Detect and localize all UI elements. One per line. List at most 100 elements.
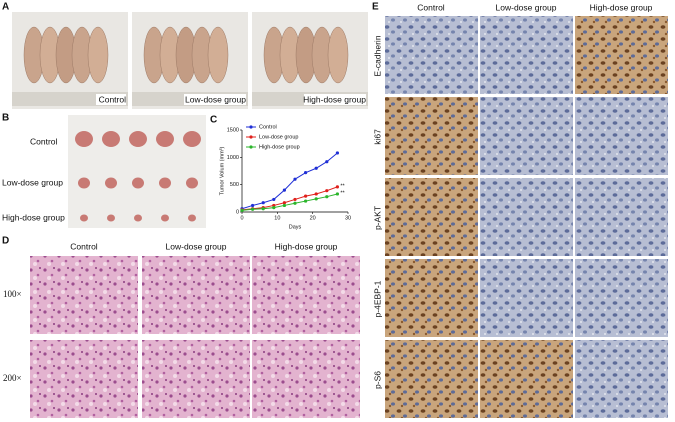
micrograph xyxy=(385,16,478,94)
point xyxy=(272,206,276,210)
panel-label: A xyxy=(2,2,9,13)
mouse xyxy=(327,26,349,84)
x-tick-label: 0 xyxy=(240,215,243,221)
row-label: High-dose group xyxy=(2,212,65,222)
series-line xyxy=(241,152,338,210)
point xyxy=(282,203,286,208)
micrograph xyxy=(385,340,478,418)
micrograph xyxy=(252,256,360,334)
point xyxy=(293,201,297,205)
point xyxy=(272,203,276,208)
point xyxy=(251,203,255,208)
tumor xyxy=(107,214,115,222)
row-label: E-cadherin xyxy=(372,35,382,76)
point xyxy=(261,207,265,211)
x-tick-label: 30 xyxy=(345,215,351,221)
micrograph xyxy=(480,340,573,418)
point xyxy=(251,207,255,211)
series-line xyxy=(241,186,338,211)
legend-marker xyxy=(249,125,253,129)
tumor xyxy=(78,177,90,189)
tumor xyxy=(186,177,198,189)
annotation: ** xyxy=(340,190,345,196)
micrograph xyxy=(385,97,478,175)
point xyxy=(335,192,339,196)
point xyxy=(314,192,318,196)
micrograph xyxy=(385,178,478,256)
tumor xyxy=(188,214,196,222)
row-label: 100× xyxy=(3,289,22,299)
column-label: Low-dose group xyxy=(166,241,227,251)
legend-marker xyxy=(249,145,253,149)
legend-label: Control xyxy=(259,124,277,130)
column-label: High-dose group xyxy=(275,241,338,251)
micrograph xyxy=(575,16,668,94)
micrograph xyxy=(575,178,668,256)
series-line xyxy=(241,193,338,211)
tumor xyxy=(75,131,93,147)
point xyxy=(325,160,329,164)
group-label: Low-dose group xyxy=(185,94,246,104)
column-label: High-dose group xyxy=(590,2,653,12)
row-label: ki67 xyxy=(372,129,382,145)
y-tick-label: 500 xyxy=(230,182,239,188)
y-tick-label: 1500 xyxy=(227,127,239,133)
column-label: Control xyxy=(70,241,98,251)
mouse xyxy=(87,26,109,84)
label-box xyxy=(184,94,246,105)
micrograph xyxy=(480,178,573,256)
point xyxy=(304,171,308,175)
micrograph xyxy=(142,340,250,418)
micrograph xyxy=(575,97,668,175)
tumor xyxy=(134,214,142,222)
y-axis-label: Tumor Volum (mm³) xyxy=(219,146,225,195)
column-label: Low-dose group xyxy=(496,2,557,12)
panel-label: E xyxy=(372,2,379,13)
point xyxy=(282,201,286,205)
tumor xyxy=(102,131,120,147)
row-label: 200× xyxy=(3,373,22,383)
micrograph xyxy=(480,97,573,175)
point xyxy=(304,199,308,203)
point xyxy=(282,188,286,192)
row-label: p-S6 xyxy=(372,371,382,389)
point xyxy=(314,197,318,201)
tumor xyxy=(132,177,144,189)
micrograph xyxy=(480,259,573,337)
mouse xyxy=(207,26,229,84)
micrograph xyxy=(252,340,360,418)
point xyxy=(335,185,339,189)
x-tick-label: 10 xyxy=(274,215,280,221)
micrograph xyxy=(30,256,138,334)
row-label: p-4EBP-1 xyxy=(372,280,382,317)
row-label: p-AKT xyxy=(372,206,382,230)
micrograph xyxy=(142,256,250,334)
point xyxy=(314,166,318,170)
point xyxy=(240,208,244,212)
legend-marker xyxy=(249,135,253,139)
tumor xyxy=(80,214,88,222)
tumor xyxy=(129,131,147,147)
label-box xyxy=(304,94,366,105)
point xyxy=(293,177,297,181)
panel-label: C xyxy=(210,115,217,126)
row-label: Control xyxy=(30,136,58,146)
column-label: Control xyxy=(417,2,445,12)
legend-label: High-dose group xyxy=(259,144,300,150)
micrograph xyxy=(480,16,573,94)
x-axis-label: Days xyxy=(289,224,302,230)
micrograph xyxy=(30,340,138,418)
panel-label: B xyxy=(2,113,9,124)
point xyxy=(325,189,329,193)
legend-label: Low-dose group xyxy=(259,134,298,140)
point xyxy=(261,201,265,205)
row-label: Low-dose group xyxy=(2,177,63,187)
group-label: Control xyxy=(99,94,127,104)
y-tick-label: 0 xyxy=(236,209,239,215)
micrograph xyxy=(385,259,478,337)
group-label: High-dose group xyxy=(303,94,366,104)
tumor xyxy=(183,131,201,147)
micrograph xyxy=(575,340,668,418)
panel-label: D xyxy=(2,236,9,247)
point xyxy=(272,197,276,202)
